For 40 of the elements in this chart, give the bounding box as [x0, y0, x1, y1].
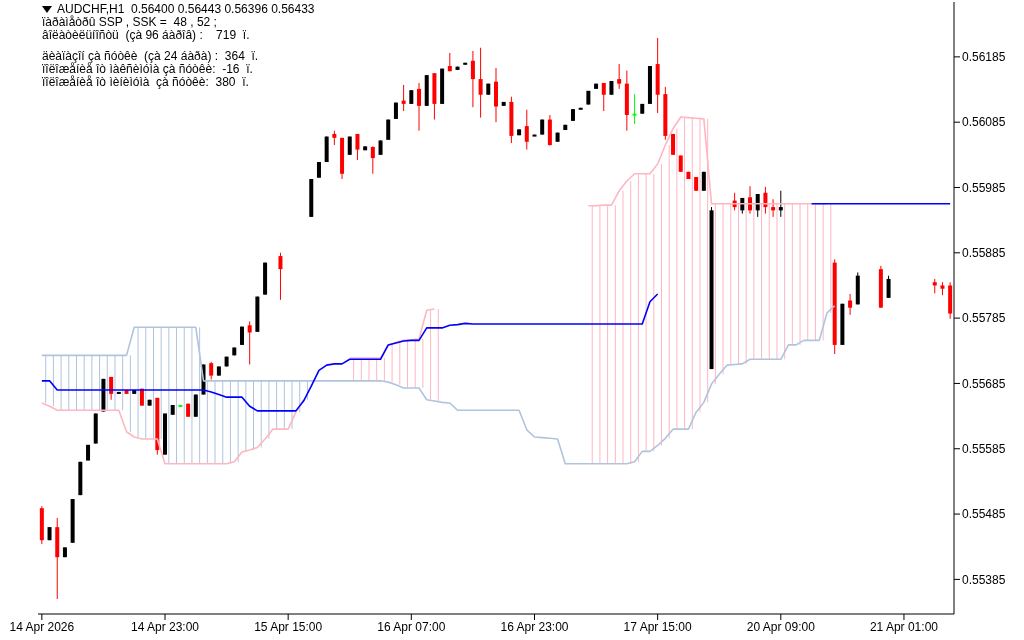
y-tick-label: 0.55485	[962, 507, 1006, 522]
candlestick	[848, 293, 853, 316]
annotation: ïîëîæåíèå îò ìàêñèìóìà çà ñóòêè: -16 ï.	[42, 62, 254, 76]
annotation: äèàïàçîí çà ñóòêè (çà 24 áàðà) : 364 ï.	[42, 49, 260, 63]
candlestick	[401, 84, 406, 112]
x-tick-label: 21 Apr 01:00	[869, 619, 939, 634]
candlestick	[355, 133, 360, 161]
x-tick-label: 16 Apr 23:00	[500, 619, 569, 634]
candlestick	[524, 109, 529, 151]
x-tick-label: 20 Apr 09:00	[746, 619, 816, 634]
candlestick	[278, 252, 283, 301]
candlestick	[617, 63, 622, 90]
candlestick	[370, 145, 375, 175]
y-tick-label: 0.55385	[962, 572, 1006, 587]
candlestick	[778, 190, 783, 218]
y-tick-label: 0.55685	[962, 376, 1006, 391]
x-tick-label: 14 Apr 23:00	[130, 619, 200, 634]
candlestick	[771, 198, 776, 218]
line-series	[41, 304, 836, 465]
candlestick	[470, 50, 475, 108]
y-tick-label: 0.55885	[962, 246, 1006, 261]
candlestick	[247, 320, 252, 365]
y-tick-label: 0.55985	[962, 180, 1006, 195]
x-tick-label: 14 Apr 2026	[9, 619, 75, 634]
y-tick-label: 0.55785	[962, 311, 1006, 326]
candlestick	[601, 82, 606, 112]
x-tick-label: 16 Apr 07:00	[377, 619, 446, 634]
annotation: ïîëîæåíèå îò ìèíèìóìà çà ñóòêè: 380 ï.	[42, 75, 250, 89]
chart-title: AUDCHF,H1 0.56400 0.56443 0.56396 0.56433	[57, 2, 315, 16]
y-tick-label: 0.56185	[962, 50, 1006, 65]
annotation: ïàðàìåòðû SSP , SSK = 48 , 52 ;	[42, 15, 218, 29]
annotation: âîëàòèëüíîñòü (çà 96 áàðîâ) : 719 ï.	[42, 28, 251, 42]
candlestick	[886, 275, 891, 299]
candlestick	[478, 47, 483, 119]
candlestick	[632, 93, 637, 125]
x-tick-label: 17 Apr 15:00	[623, 619, 692, 634]
y-tick-label: 0.55585	[962, 442, 1006, 457]
y-tick-label: 0.56085	[962, 115, 1006, 130]
x-tick-label: 15 Apr 15:00	[254, 619, 323, 634]
candlestick	[417, 82, 422, 132]
